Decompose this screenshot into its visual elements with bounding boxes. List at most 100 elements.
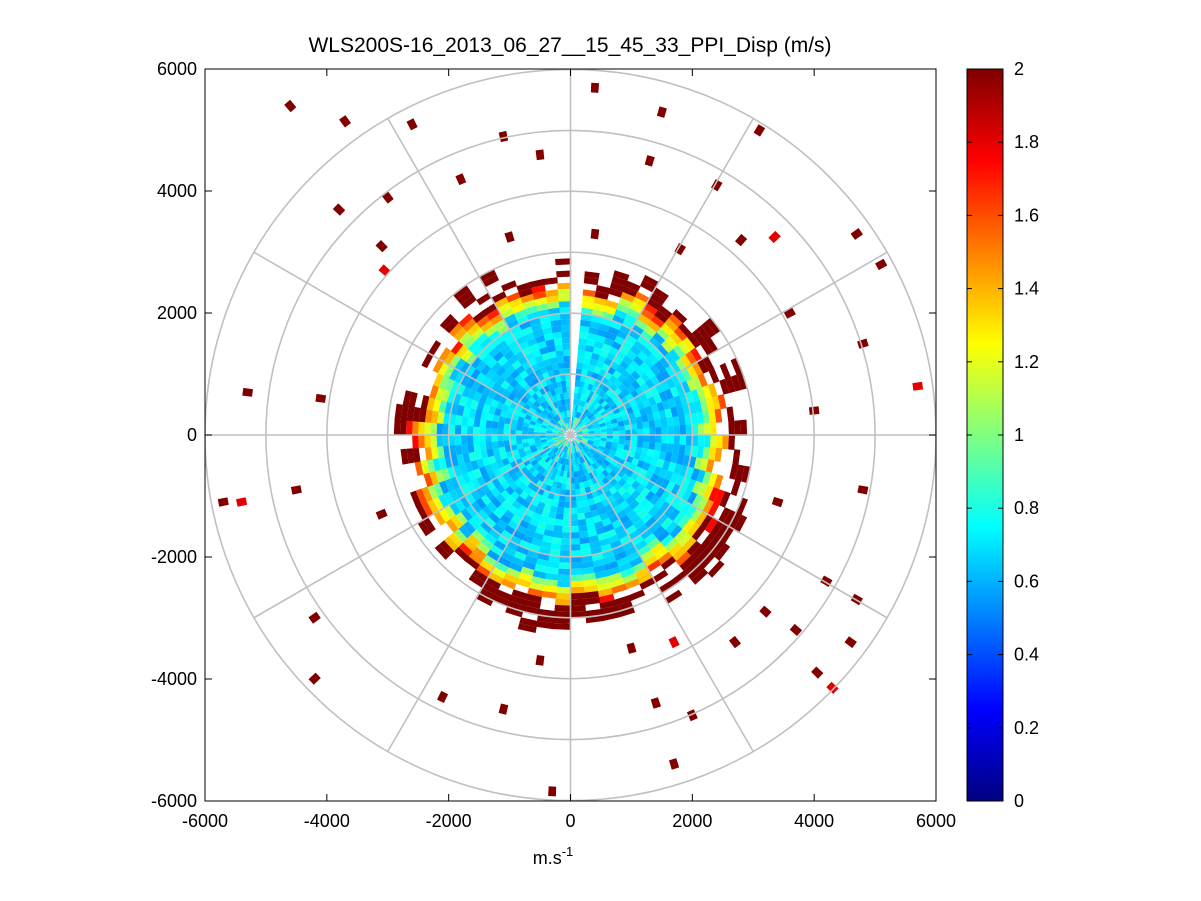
ppi-cell — [588, 405, 595, 412]
ppi-cell — [509, 434, 516, 441]
ppi-cell — [495, 589, 513, 601]
ppi-cell — [571, 447, 574, 454]
sparse-return-cell — [626, 642, 637, 654]
ppi-cell — [730, 479, 742, 497]
ppi-cell — [583, 277, 599, 286]
ppi-cell — [580, 375, 587, 383]
ppi-cell — [577, 519, 587, 527]
ppi-cell — [481, 352, 494, 365]
ppi-cell — [675, 358, 687, 372]
ppi-cell — [543, 529, 554, 537]
ppi-cell — [442, 423, 450, 435]
ppi-cell — [652, 509, 664, 522]
ppi-cell — [503, 313, 517, 325]
ppi-cell — [560, 451, 565, 458]
ppi-cell — [563, 507, 571, 515]
ppi-cell — [546, 428, 553, 432]
ppi-cell — [624, 313, 638, 325]
ppi-cell — [669, 331, 683, 346]
ppi-cell — [654, 383, 665, 395]
ppi-cell — [421, 352, 434, 369]
ppi-cell — [583, 417, 590, 424]
ppi-cell — [500, 329, 513, 341]
ppi-cell — [542, 326, 553, 335]
ppi-cell — [580, 462, 586, 470]
ppi-cell — [510, 514, 522, 525]
ppi-cell — [577, 420, 583, 426]
ppi-cell — [545, 289, 559, 297]
ppi-cell — [434, 544, 450, 560]
ppi-cell — [526, 337, 538, 347]
ppi-cell — [493, 561, 509, 573]
ppi-cell — [676, 405, 685, 417]
ppi-cell — [460, 508, 473, 522]
ppi-cell — [580, 313, 593, 322]
ppi-cell — [480, 364, 492, 376]
ppi-cell — [710, 539, 726, 557]
ppi-cell — [691, 329, 706, 345]
ppi-cell — [639, 407, 648, 417]
ppi-cell — [537, 340, 548, 350]
ppi-cell — [531, 469, 540, 477]
ppi-cell — [566, 423, 569, 430]
ppi-cell — [649, 386, 659, 397]
ppi-cell — [531, 284, 546, 294]
ppi-cell — [673, 327, 688, 342]
ppi-cell — [500, 550, 514, 562]
ppi-cell — [399, 419, 407, 435]
ppi-cell — [671, 547, 687, 562]
ppi-cell — [658, 391, 668, 402]
sparse-return-cell — [535, 149, 545, 161]
ppi-cell — [441, 388, 451, 402]
colorbar-gradient — [966, 68, 1004, 802]
ppi-cell — [570, 532, 580, 539]
ppi-cell — [719, 362, 731, 380]
ppi-cell — [691, 423, 699, 436]
ppi-cell — [661, 435, 668, 444]
ppi-cell — [610, 446, 618, 452]
ppi-cell — [570, 489, 576, 496]
ppi-cell — [572, 446, 576, 453]
ppi-cell — [655, 435, 662, 444]
ppi-cell — [547, 405, 554, 412]
ppi-cell — [700, 532, 716, 550]
ppi-cell — [705, 397, 715, 412]
ppi-cell — [551, 446, 558, 453]
ppi-cell — [472, 569, 489, 583]
ppi-cell — [432, 398, 442, 412]
ppi-cell — [663, 352, 676, 366]
ppi-cell — [600, 437, 607, 442]
sparse-return-cell — [850, 228, 863, 240]
ppi-cell — [546, 458, 553, 465]
ppi-cell — [543, 277, 558, 285]
ppi-cell — [680, 354, 693, 369]
ppi-cell — [548, 511, 557, 519]
ppi-cell — [521, 326, 534, 336]
ppi-cell — [625, 495, 636, 506]
ppi-cell — [686, 378, 697, 392]
ppi-cell — [509, 324, 522, 335]
ppi-cell — [537, 458, 545, 466]
ppi-cell — [648, 337, 662, 350]
ppi-cell — [438, 456, 447, 470]
ppi-cell — [571, 416, 574, 423]
x-tick-label: 0 — [565, 811, 575, 831]
ppi-cell — [571, 423, 574, 430]
ppi-cell — [551, 325, 562, 333]
ppi-cell — [562, 439, 567, 445]
ppi-cell — [582, 437, 589, 440]
ppi-cell — [588, 436, 595, 440]
ppi-cell — [480, 319, 495, 333]
ppi-cell — [582, 289, 597, 298]
ppi-cell — [580, 400, 587, 408]
plot-area: -6000 -4000 -2000 0 2000 4000 6000600040002000… — [151, 59, 956, 831]
ppi-cell — [702, 385, 712, 400]
ppi-cell — [500, 307, 515, 319]
ppi-cell — [528, 396, 537, 404]
x-tick-label: 4000 — [794, 811, 834, 831]
ppi-cell — [465, 364, 476, 378]
ppi-cell — [493, 539, 507, 552]
ppi-cell — [519, 566, 535, 577]
ppi-cell — [582, 430, 589, 433]
ppi-cell — [517, 572, 533, 583]
